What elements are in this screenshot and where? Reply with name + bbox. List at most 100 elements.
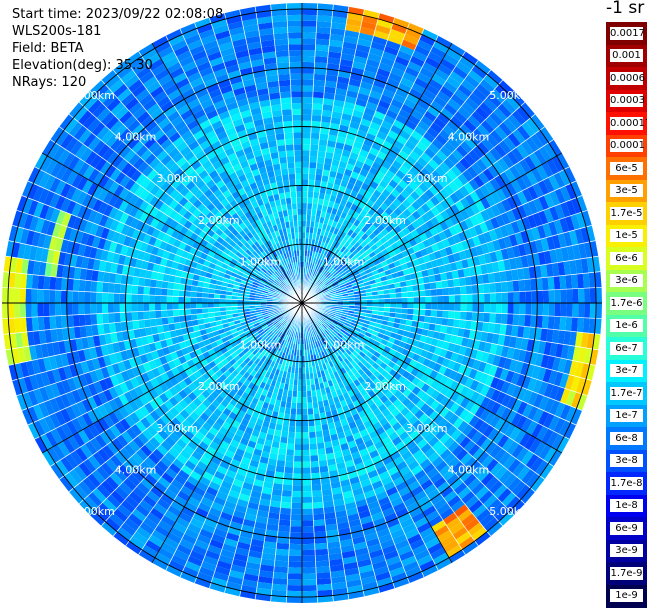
range-gate [590, 288, 596, 303]
range-gate [96, 314, 103, 325]
range-gate [507, 281, 514, 292]
range-gate [318, 454, 327, 461]
range-gate [460, 286, 467, 295]
range-gate [583, 273, 590, 288]
range-gate [455, 303, 461, 311]
range-gate [120, 303, 126, 313]
range-gate [543, 290, 549, 303]
range-gate [43, 290, 49, 304]
range-gate [289, 556, 303, 562]
range-gate [214, 298, 220, 303]
range-gate [108, 283, 115, 293]
range-gate [290, 414, 297, 420]
range-gate [302, 68, 314, 74]
range-gate [425, 310, 431, 317]
range-gate [302, 544, 315, 550]
range-gate [302, 503, 313, 509]
range-gate [302, 485, 312, 491]
range-gate [466, 285, 473, 294]
range-gate [302, 203, 307, 209]
ppi-scan-plot: 1.00km2.00km3.00km4.00km5.00km1.00km2.00… [0, 0, 605, 607]
range-gate [284, 467, 293, 474]
range-gate [296, 415, 302, 421]
range-gate [315, 56, 328, 63]
range-gate [302, 27, 317, 33]
range-gate [302, 421, 309, 427]
range-gate [49, 316, 56, 330]
range-gate [319, 460, 328, 467]
range-gate [413, 291, 419, 298]
range-gate [308, 191, 314, 197]
range-gate [275, 466, 285, 473]
range-gate [61, 303, 67, 316]
range-gate [519, 280, 526, 292]
range-gate [126, 303, 132, 312]
range-gate [288, 573, 303, 579]
range-gate [302, 491, 312, 497]
range-gate [302, 567, 316, 573]
range-gate [55, 277, 62, 290]
range-gate [413, 309, 419, 316]
range-gate [311, 467, 320, 474]
range-gate [179, 290, 185, 297]
range-gate [312, 490, 322, 497]
range-gate [277, 454, 286, 461]
range-gate [583, 318, 590, 333]
range-gate [20, 288, 26, 303]
range-gate [310, 150, 318, 156]
range-gate [302, 444, 310, 450]
range-gate [302, 591, 317, 597]
range-gate [378, 299, 384, 303]
range-gate [425, 290, 431, 297]
range-gate [524, 279, 531, 291]
range-gate [302, 432, 309, 438]
range-gate [290, 526, 302, 532]
range-gate [310, 455, 319, 462]
range-gate [302, 556, 316, 562]
range-gate [20, 274, 27, 289]
range-gate [596, 287, 602, 303]
range-gate [524, 315, 531, 327]
range-gate [315, 425, 322, 432]
range-gate [293, 473, 302, 479]
range-gate [302, 526, 314, 532]
range-gate [292, 497, 303, 503]
range-gate [108, 293, 114, 303]
range-gate [302, 415, 308, 421]
range-gate [273, 578, 288, 585]
range-gate [31, 289, 37, 303]
range-gate [108, 303, 114, 313]
range-gate [286, 449, 294, 455]
range-gate [453, 319, 460, 328]
range-gate [294, 444, 302, 450]
range-gate [309, 432, 316, 438]
range-gate [293, 479, 303, 485]
range-gate [302, 15, 317, 21]
range-gate [281, 496, 292, 503]
range-gate [91, 281, 98, 292]
range-gate [220, 303, 226, 307]
range-gate [302, 9, 317, 15]
range-gate [161, 288, 167, 296]
range-gate [459, 320, 466, 329]
range-gate [67, 303, 73, 315]
range-gate [274, 560, 288, 567]
range-gate [302, 162, 309, 168]
range-gate [519, 303, 525, 315]
range-gate [302, 174, 309, 180]
range-gate [37, 289, 43, 303]
range-gate [302, 397, 307, 403]
range-gate [298, 379, 302, 385]
range-gate [282, 490, 292, 497]
range-gate [274, 566, 288, 573]
range-gate [317, 578, 332, 585]
range-gate [466, 312, 473, 321]
range-gate [314, 74, 326, 81]
range-gate [302, 215, 307, 221]
range-gate [276, 543, 289, 550]
range-gate [276, 460, 285, 467]
range-gate [26, 317, 33, 332]
range-gate [287, 443, 295, 450]
range-gate [472, 294, 478, 303]
range-gate [167, 303, 173, 310]
